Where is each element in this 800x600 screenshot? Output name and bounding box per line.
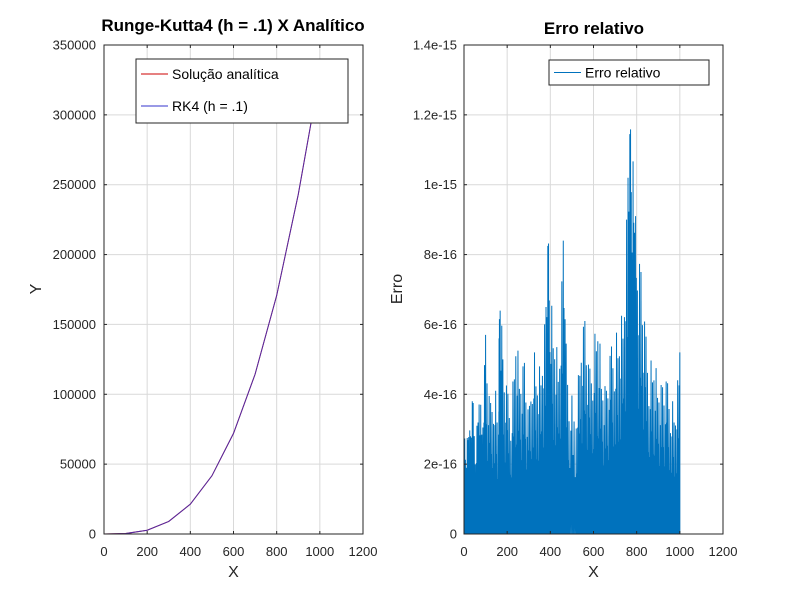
chart-left-xlabel: X [228, 564, 239, 581]
chart-right-ytick-label: 2e-16 [424, 457, 457, 472]
chart-left-xtick-label: 800 [266, 544, 288, 559]
chart-left-xtick-label: 200 [136, 544, 158, 559]
chart-right-ylabel: Erro [389, 274, 406, 304]
chart-left-xtick-label: 1000 [305, 544, 334, 559]
chart-right-ytick-label: 8e-16 [424, 247, 457, 262]
legend-label-error: Erro relativo [585, 65, 661, 81]
chart-left-ytick-label: 150000 [53, 317, 96, 332]
chart-right-xtick-label: 200 [496, 544, 518, 559]
chart-right: Erro relativo 0 200 400 600 800 1000 120… [389, 19, 737, 581]
series-line-rk4 [103, 121, 312, 535]
chart-left-xtick-label: 0 [100, 544, 107, 559]
chart-right-ytick-label: 6e-16 [424, 317, 457, 332]
chart-left-ytick-label: 200000 [53, 247, 96, 262]
chart-right-ticks [463, 44, 724, 535]
chart-right-ytick-label: 0 [450, 527, 457, 542]
chart-left-ytick-label: 0 [89, 527, 96, 542]
chart-left-yticks: 0 50000 100000 150000 200000 250000 3000… [53, 38, 96, 542]
chart-right-legend: Erro relativo [548, 59, 710, 86]
legend-label-analytic: Solução analítica [172, 66, 279, 82]
chart-left-xtick-label: 1200 [349, 544, 378, 559]
chart-right-ytick-label: 1.4e-15 [413, 38, 457, 53]
chart-left-ytick-label: 100000 [53, 387, 96, 402]
chart-left-ytick-label: 250000 [53, 177, 96, 192]
chart-left-xticks: 0 200 400 600 800 1000 1200 [100, 544, 377, 559]
chart-right-xtick-label: 1200 [709, 544, 738, 559]
chart-right-xtick-label: 0 [460, 544, 467, 559]
chart-right-lines [463, 129, 681, 535]
chart-right-xtick-label: 800 [626, 544, 648, 559]
chart-right-xtick-label: 600 [583, 544, 605, 559]
chart-right-title: Erro relativo [544, 19, 644, 38]
chart-left-ticks [103, 44, 364, 535]
chart-left-ytick-label: 350000 [53, 38, 96, 53]
chart-left: Runge-Kutta4 (h = .1) X Analítico 0 200 … [28, 16, 377, 581]
chart-left-xtick-label: 400 [179, 544, 201, 559]
chart-left-title: Runge-Kutta4 (h = .1) X Analítico [101, 16, 364, 35]
chart-right-xtick-label: 1000 [665, 544, 694, 559]
chart-right-xlabel: X [588, 564, 599, 581]
chart-left-legend: Solução analítica RK4 (h = .1) [135, 58, 349, 124]
series-line-error [463, 129, 681, 535]
chart-left-legend-box [135, 58, 349, 124]
chart-right-ytick-label: 1.2e-15 [413, 107, 457, 122]
chart-right-ytick-label: 1e-15 [424, 177, 457, 192]
chart-right-yticks: 0 2e-16 4e-16 6e-16 8e-16 1e-15 1.2e-15 … [413, 38, 457, 542]
chart-left-ylabel: Y [28, 283, 45, 294]
chart-left-xtick-label: 600 [223, 544, 245, 559]
chart-left-ytick-label: 50000 [60, 457, 96, 472]
chart-right-xtick-label: 400 [539, 544, 561, 559]
legend-label-rk4: RK4 (h = .1) [172, 98, 248, 114]
chart-left-ytick-label: 300000 [53, 107, 96, 122]
chart-right-ytick-label: 4e-16 [424, 387, 457, 402]
chart-left-lines [103, 121, 312, 535]
chart-right-xticks: 0 200 400 600 800 1000 1200 [460, 544, 737, 559]
